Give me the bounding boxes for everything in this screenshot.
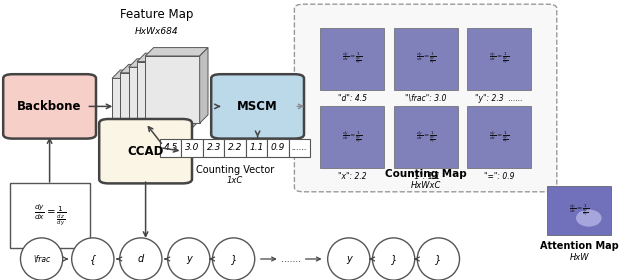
Polygon shape <box>112 70 175 78</box>
Text: $\frac{dy}{dx}=\frac{1}{\frac{dz}{dy}}$: $\frac{dy}{dx}=\frac{1}{\frac{dz}{dy}}$ <box>33 203 66 228</box>
Text: }: } <box>230 254 237 264</box>
Text: Feature Map: Feature Map <box>120 8 193 21</box>
Text: $\frac{dy}{dx}=\frac{1}{\frac{dz}{dy}}$: $\frac{dy}{dx}=\frac{1}{\frac{dz}{dy}}$ <box>415 50 436 67</box>
Polygon shape <box>175 64 183 140</box>
Polygon shape <box>145 56 200 123</box>
Text: $\frac{dy}{dx}=\frac{1}{\frac{dz}{dy}}$: $\frac{dy}{dx}=\frac{1}{\frac{dz}{dy}}$ <box>342 129 362 146</box>
FancyBboxPatch shape <box>182 139 203 157</box>
Text: $\frac{dy}{dx}=\frac{1}{\frac{dz}{dy}}$: $\frac{dy}{dx}=\frac{1}{\frac{dz}{dy}}$ <box>569 202 589 219</box>
Text: y: y <box>186 254 191 264</box>
Text: }: } <box>435 254 442 264</box>
Ellipse shape <box>72 238 114 280</box>
Text: $\frac{dy}{dx}=\frac{1}{\frac{dz}{dy}}$: $\frac{dy}{dx}=\frac{1}{\frac{dz}{dy}}$ <box>342 50 362 67</box>
Polygon shape <box>129 67 183 134</box>
Polygon shape <box>183 59 191 134</box>
Text: y: y <box>346 254 351 264</box>
Ellipse shape <box>417 238 460 280</box>
Polygon shape <box>137 62 191 129</box>
Text: 1.1: 1.1 <box>250 143 264 152</box>
FancyBboxPatch shape <box>246 139 268 157</box>
Text: Backbone: Backbone <box>17 100 82 113</box>
Text: }: } <box>390 254 397 264</box>
Text: HxWxC: HxWxC <box>410 181 441 190</box>
FancyBboxPatch shape <box>394 106 458 168</box>
Text: Attention Map: Attention Map <box>540 241 619 251</box>
Text: MSCM: MSCM <box>237 100 278 113</box>
FancyBboxPatch shape <box>467 28 531 90</box>
FancyBboxPatch shape <box>3 74 96 139</box>
Text: HxW: HxW <box>570 253 589 262</box>
FancyBboxPatch shape <box>294 4 557 192</box>
FancyBboxPatch shape <box>394 28 458 90</box>
Polygon shape <box>112 78 166 146</box>
Text: CCAD: CCAD <box>127 145 164 158</box>
Text: 1xC: 1xC <box>227 176 243 185</box>
FancyBboxPatch shape <box>203 139 225 157</box>
Text: "y": 2.3  ......: "y": 2.3 ...... <box>476 94 523 103</box>
Text: 2.3: 2.3 <box>207 143 221 152</box>
FancyBboxPatch shape <box>225 139 246 157</box>
FancyBboxPatch shape <box>211 74 304 139</box>
Ellipse shape <box>212 238 255 280</box>
Ellipse shape <box>20 238 63 280</box>
Polygon shape <box>191 53 200 129</box>
FancyBboxPatch shape <box>547 186 611 235</box>
Ellipse shape <box>120 238 162 280</box>
Text: 0.9: 0.9 <box>271 143 285 152</box>
Text: 4.5: 4.5 <box>164 143 178 152</box>
Text: d: d <box>138 254 144 264</box>
Text: "1": 1.1: "1": 1.1 <box>411 172 440 181</box>
FancyBboxPatch shape <box>320 28 384 90</box>
Text: "\frac": 3.0: "\frac": 3.0 <box>405 94 446 103</box>
Text: ......: ...... <box>292 143 308 152</box>
FancyBboxPatch shape <box>289 139 310 157</box>
Polygon shape <box>137 53 200 62</box>
FancyBboxPatch shape <box>467 106 531 168</box>
Text: Counting Map: Counting Map <box>385 169 467 179</box>
Ellipse shape <box>328 238 370 280</box>
FancyBboxPatch shape <box>268 139 289 157</box>
Text: $\frac{dy}{dx}=\frac{1}{\frac{dz}{dy}}$: $\frac{dy}{dx}=\frac{1}{\frac{dz}{dy}}$ <box>415 129 436 146</box>
Polygon shape <box>145 48 208 56</box>
Polygon shape <box>120 73 175 140</box>
Text: $\frac{dy}{dx}=\frac{1}{\frac{dz}{dy}}$: $\frac{dy}{dx}=\frac{1}{\frac{dz}{dy}}$ <box>489 129 509 146</box>
FancyBboxPatch shape <box>99 119 192 183</box>
FancyBboxPatch shape <box>160 139 182 157</box>
Text: 2.2: 2.2 <box>228 143 243 152</box>
Polygon shape <box>200 48 208 123</box>
Ellipse shape <box>168 238 210 280</box>
Text: Counting Vector: Counting Vector <box>196 165 275 175</box>
Polygon shape <box>120 64 183 73</box>
Text: HxWx684: HxWx684 <box>135 27 179 36</box>
Text: .......: ....... <box>281 255 301 263</box>
Polygon shape <box>166 70 175 146</box>
Text: {: { <box>90 254 96 264</box>
Text: 3.0: 3.0 <box>185 143 200 152</box>
Polygon shape <box>129 59 191 67</box>
Text: $\frac{dy}{dx}=\frac{1}{\frac{dz}{dy}}$: $\frac{dy}{dx}=\frac{1}{\frac{dz}{dy}}$ <box>489 50 509 67</box>
Text: "x": 2.2: "x": 2.2 <box>338 172 366 181</box>
FancyBboxPatch shape <box>10 183 90 248</box>
Text: \frac: \frac <box>33 255 50 263</box>
Ellipse shape <box>576 209 602 227</box>
FancyBboxPatch shape <box>320 106 384 168</box>
Text: "d": 4.5: "d": 4.5 <box>337 94 367 103</box>
Ellipse shape <box>372 238 415 280</box>
Text: "=": 0.9: "=": 0.9 <box>484 172 515 181</box>
